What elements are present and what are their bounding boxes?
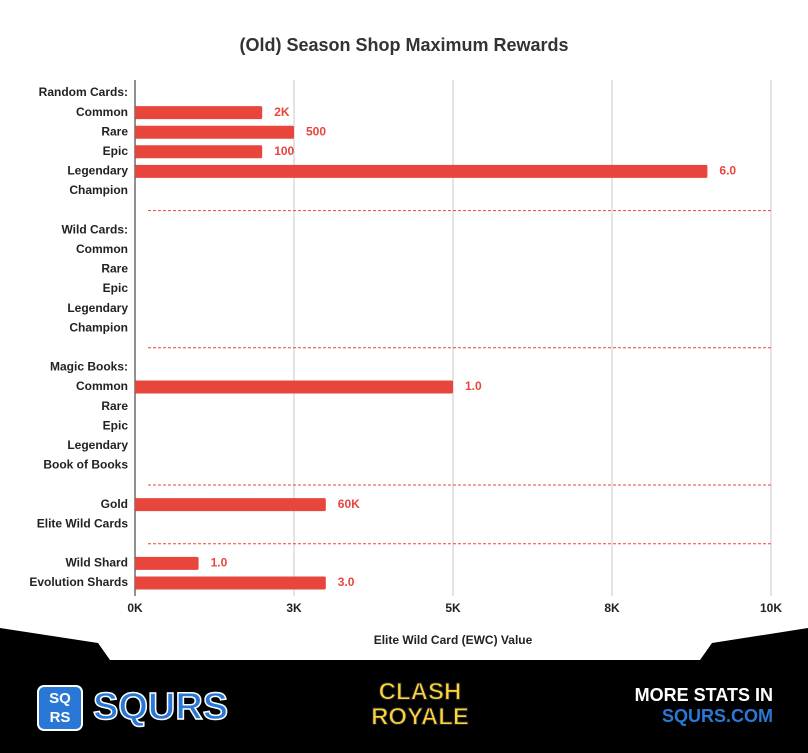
brand: SQURS xyxy=(93,686,228,728)
y-tick-label: Legendary xyxy=(67,301,128,315)
quantity-label: 2K xyxy=(274,105,290,119)
y-tick-label: Legendary xyxy=(67,438,128,452)
bar xyxy=(135,145,263,159)
y-tick-label: Rare xyxy=(101,262,128,276)
y-tick-label: Gold xyxy=(101,497,128,511)
quantity-label: 1.0 xyxy=(211,556,228,570)
footer: SQ RS SQURS CLASH ROYALE MORE STATS IN S… xyxy=(0,628,808,753)
bar xyxy=(135,380,453,394)
y-tick-label: Common xyxy=(76,379,128,393)
y-tick-label: Legendary xyxy=(67,164,128,178)
x-tick-label: 0K xyxy=(127,601,143,615)
y-tick-label: Magic Books: xyxy=(50,360,128,374)
y-tick-label: Evolution Shards xyxy=(29,575,128,589)
y-tick-label: Common xyxy=(76,105,128,119)
quantity-label: 60K xyxy=(338,497,360,511)
quantity-label: 1.0 xyxy=(465,379,482,393)
bar xyxy=(135,106,263,120)
quantity-label: 6.0 xyxy=(719,164,736,178)
y-tick-label: Common xyxy=(76,242,128,256)
y-tick-label: Epic xyxy=(103,281,129,295)
y-tick-label: Random Cards: xyxy=(39,85,128,99)
game-logo: CLASH xyxy=(379,678,462,705)
promo: SQURS.COM xyxy=(662,706,773,726)
y-tick-label: Wild Shard xyxy=(65,556,128,570)
bar xyxy=(135,498,326,512)
y-tick-label: Epic xyxy=(103,418,129,432)
y-tick-label: Champion xyxy=(69,183,128,197)
bar xyxy=(135,556,199,570)
x-tick-label: 8K xyxy=(604,601,620,615)
logo-box xyxy=(37,685,83,731)
plot: 0K 3K 5K 8K 10K Random Cards: Common 2K Rare 500 E… xyxy=(29,80,782,615)
quantity-label: 500 xyxy=(306,124,326,138)
bar xyxy=(135,576,326,590)
x-tick-label: 3K xyxy=(286,601,302,615)
y-tick-label: Wild Cards: xyxy=(61,222,128,236)
y-tick-label: Champion xyxy=(69,320,128,334)
bar xyxy=(135,164,708,178)
footer-bg xyxy=(0,628,808,753)
chart-title: (Old) Season Shop Maximum Rewards xyxy=(239,35,568,55)
quantity-label: 100 xyxy=(274,144,294,158)
y-tick-label: Epic xyxy=(103,144,129,158)
game-logo: ROYALE xyxy=(371,703,469,730)
y-tick-label: Rare xyxy=(101,124,128,138)
quantity-label: 3.0 xyxy=(338,575,355,589)
logo-text: SQ xyxy=(49,690,71,707)
logo-text: RS xyxy=(50,709,71,726)
bar xyxy=(135,125,294,139)
y-tick-label: Rare xyxy=(101,399,128,413)
y-tick-label: Book of Books xyxy=(43,458,128,472)
promo: MORE STATS IN xyxy=(635,685,773,705)
x-axis-label: Elite Wild Card (EWC) Value xyxy=(374,633,533,647)
y-tick-label: Elite Wild Cards xyxy=(37,516,129,530)
x-tick-label: 10K xyxy=(760,601,782,615)
x-tick-label: 5K xyxy=(445,601,461,615)
